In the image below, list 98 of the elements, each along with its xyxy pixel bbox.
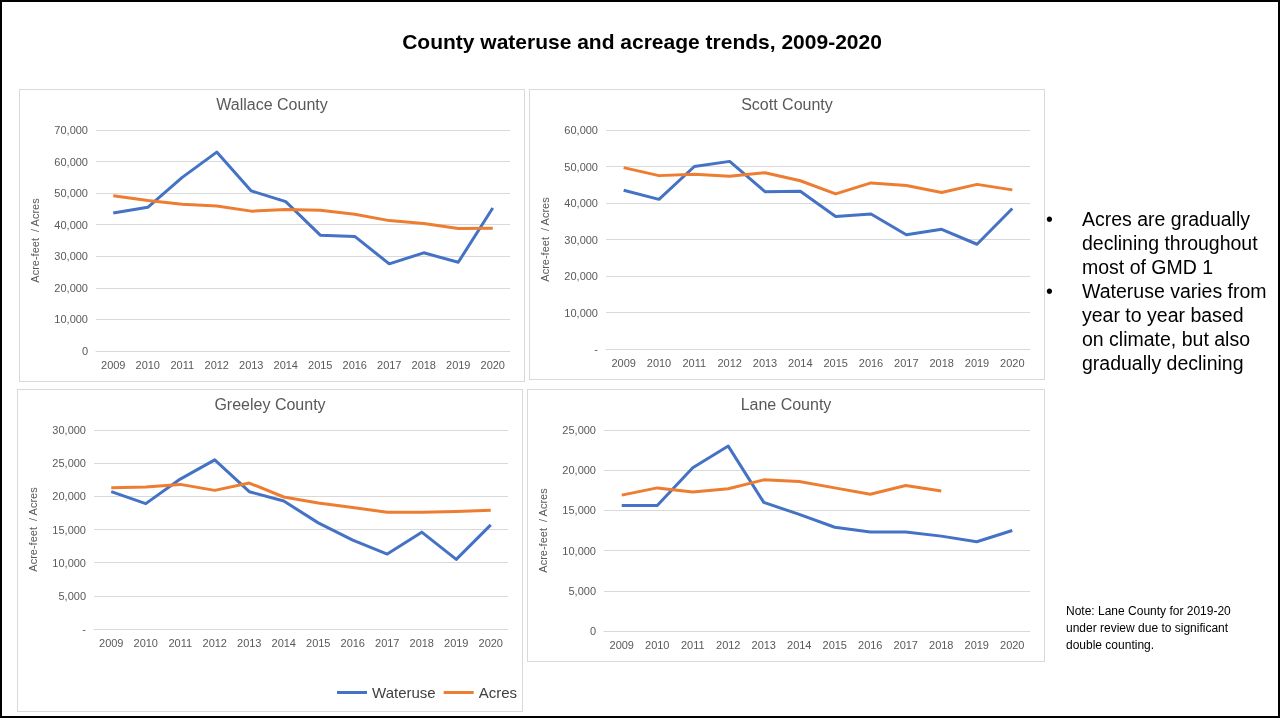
x-tick-label: 2009 (611, 356, 636, 369)
x-tick-label: 2012 (202, 636, 227, 649)
text: County wateruse and acreage trends, 2009-2020 (401, 30, 883, 54)
y-tick-label: 50,000 (564, 160, 598, 173)
x-tick-label: 2020 (1000, 638, 1025, 651)
line-series (622, 159, 1014, 246)
y-tick-label: 10,000 (562, 544, 596, 557)
x-tick-label: 2013 (239, 358, 264, 371)
x-tick-label: 2017 (893, 638, 918, 651)
chart-title: Wallace County (215, 96, 329, 114)
x-tick-label: 2020 (478, 636, 503, 649)
x-tick-label: 2016 (858, 638, 883, 651)
x-tick-label: 2015 (823, 356, 848, 369)
x-tick-label: 2013 (751, 638, 776, 651)
x-tick-label: 2011 (168, 636, 193, 649)
x-tick-label: 2014 (788, 356, 813, 369)
y-tick-label: 40,000 (564, 197, 598, 209)
x-tick-label: 2010 (133, 636, 158, 649)
line-series (622, 166, 1014, 196)
x-tick-label: 2011 (680, 638, 705, 651)
y-axis-title: Acre-feet / Acres (538, 196, 551, 282)
y-axis-title: Acre-feet / Acres (26, 486, 39, 572)
x-tick-label: 2018 (409, 636, 434, 649)
x-tick-label: 2011 (170, 358, 195, 371)
x-tick-label: 2014 (273, 358, 298, 371)
x-tick-label: 2020 (1000, 356, 1025, 369)
chart-title: Scott County (740, 96, 834, 114)
x-tick-label: 2009 (101, 358, 126, 371)
text: Note: Lane County for 2019-20 under review due to significant double counting. (1066, 603, 1232, 654)
chart-title: Greeley County (213, 396, 327, 414)
line-series (620, 478, 943, 497)
x-tick-label: 2009 (609, 638, 634, 651)
line-series (111, 194, 495, 230)
legend-label: Acres (478, 684, 517, 701)
y-tick-label: 25,000 (562, 424, 596, 436)
x-tick-label: 2015 (822, 638, 847, 651)
x-tick-label: 2009 (99, 636, 124, 649)
x-tick-label: 2017 (894, 356, 919, 369)
y-tick-label: 60,000 (564, 124, 598, 136)
x-tick-label: 2019 (964, 356, 990, 369)
y-tick-label: 25,000 (52, 457, 86, 470)
x-tick-label: 2010 (135, 358, 160, 371)
y-tick-label: - (594, 343, 599, 355)
x-tick-label: 2010 (646, 356, 672, 369)
y-tick-label: 10,000 (54, 313, 88, 326)
x-tick-label: 2016 (342, 358, 367, 371)
y-tick-label: 40,000 (54, 218, 88, 231)
x-tick-label: 2018 (411, 358, 436, 371)
y-tick-label: 20,000 (562, 464, 596, 477)
x-tick-label: 2018 (929, 356, 954, 369)
line-series (109, 458, 493, 561)
x-tick-label: 2020 (480, 358, 505, 371)
x-tick-label: 2012 (716, 638, 741, 651)
x-tick-label: 2017 (377, 358, 402, 371)
y-tick-label: 30,000 (54, 250, 88, 263)
x-tick-label: 2019 (444, 636, 469, 649)
y-tick-label: 5,000 (568, 584, 596, 597)
y-tick-label: 30,000 (564, 233, 598, 246)
line-series (620, 444, 1014, 544)
x-tick-label: 2010 (645, 638, 670, 651)
x-tick-label: 2014 (787, 638, 812, 651)
legend-label: Wateruse (372, 684, 436, 701)
y-tick-label: 0 (589, 625, 596, 637)
y-tick-label: 15,000 (52, 523, 86, 536)
y-tick-label: 10,000 (564, 306, 598, 319)
x-tick-label: 2015 (308, 358, 333, 371)
x-tick-label: 2016 (858, 356, 884, 369)
x-tick-label: 2019 (964, 638, 989, 651)
x-tick-label: 2012 (204, 358, 229, 371)
y-tick-label: 20,000 (564, 270, 598, 282)
x-tick-label: 2014 (271, 636, 296, 649)
y-tick-label: 20,000 (54, 281, 88, 294)
y-tick-label: 5,000 (58, 589, 86, 602)
y-tick-label: 60,000 (54, 155, 88, 168)
x-tick-label: 2017 (375, 636, 400, 649)
y-tick-label: - (82, 623, 87, 635)
y-tick-label: 20,000 (52, 490, 86, 503)
x-tick-label: 2011 (682, 356, 707, 369)
x-tick-label: 2019 (446, 358, 471, 371)
y-axis-title: Acre-feet / Acres (536, 487, 549, 573)
y-tick-label: 70,000 (54, 124, 88, 136)
y-tick-label: 0 (81, 345, 88, 357)
text: • Acres are gradually declining throughout most of GMD 1 (1046, 208, 1258, 278)
x-tick-label: 2016 (340, 636, 365, 649)
x-tick-label: 2015 (306, 636, 331, 649)
y-tick-label: 30,000 (52, 424, 86, 436)
x-tick-label: 2013 (237, 636, 262, 649)
text: • Wateruse varies from year to year based on climate, but also gradually declining (1046, 280, 1267, 374)
x-tick-label: 2013 (752, 356, 778, 369)
y-axis-title: Acre-feet / Acres (28, 197, 41, 283)
chart-title: Lane County (739, 396, 833, 414)
line-series (111, 150, 495, 266)
y-tick-label: 15,000 (562, 504, 596, 517)
y-tick-label: 10,000 (52, 556, 86, 569)
y-tick-label: 50,000 (54, 187, 88, 200)
line-series (109, 481, 493, 514)
x-tick-label: 2012 (717, 356, 742, 369)
x-tick-label: 2018 (929, 638, 954, 651)
